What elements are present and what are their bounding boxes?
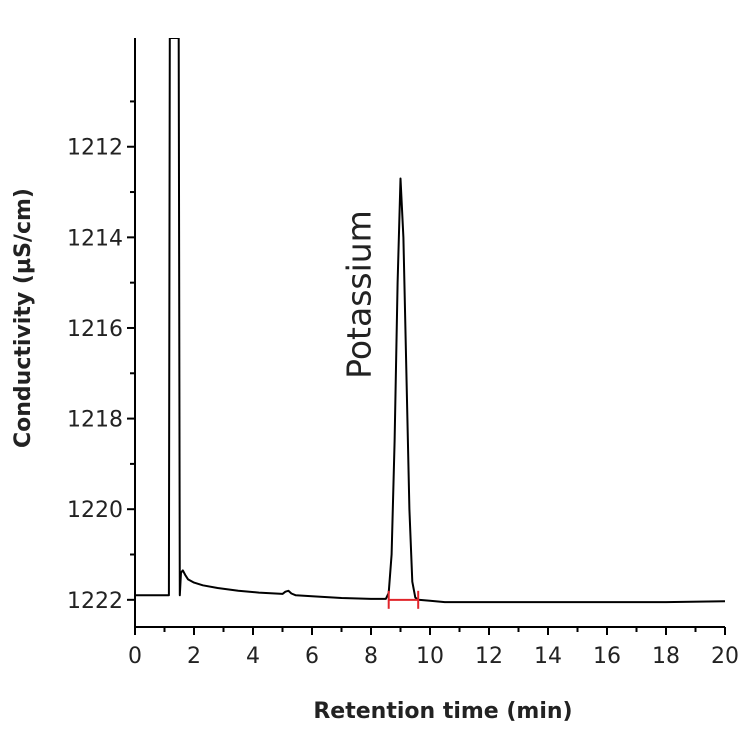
x-tick-label: 16 [593, 644, 621, 669]
x-tick-label: 18 [652, 644, 680, 669]
y-axis-ticks: 1212 1214 1216 1218 1220 1222 [67, 100, 135, 614]
y-axis-title: Conductivity (µS/cm) [11, 188, 36, 448]
x-tick-label: 8 [364, 644, 378, 669]
x-tick-label: 4 [246, 644, 260, 669]
conductivity-trace [135, 38, 725, 604]
peak-annotations: Potassium [340, 210, 379, 379]
x-tick-label: 14 [534, 644, 562, 669]
x-axis-title: Retention time (min) [313, 699, 572, 724]
y-tick-label: 1220 [67, 498, 123, 523]
x-tick-label: 10 [416, 644, 444, 669]
integration-marks [387, 590, 420, 609]
peak-label-potassium: Potassium [340, 210, 379, 379]
y-tick-label: 1212 [67, 136, 123, 161]
x-tick-label: 12 [475, 644, 503, 669]
y-tick-label: 1218 [67, 408, 123, 433]
y-tick-label: 1214 [67, 226, 123, 251]
y-tick-label: 1216 [67, 317, 123, 342]
y-tick-label: 1222 [67, 589, 123, 614]
x-tick-label: 2 [187, 644, 201, 669]
x-axis-ticks: 0 2 4 6 8 10 12 14 16 18 20 [128, 627, 739, 669]
x-tick-label: 0 [128, 644, 142, 669]
x-tick-label: 20 [711, 644, 739, 669]
x-tick-label: 6 [305, 644, 319, 669]
